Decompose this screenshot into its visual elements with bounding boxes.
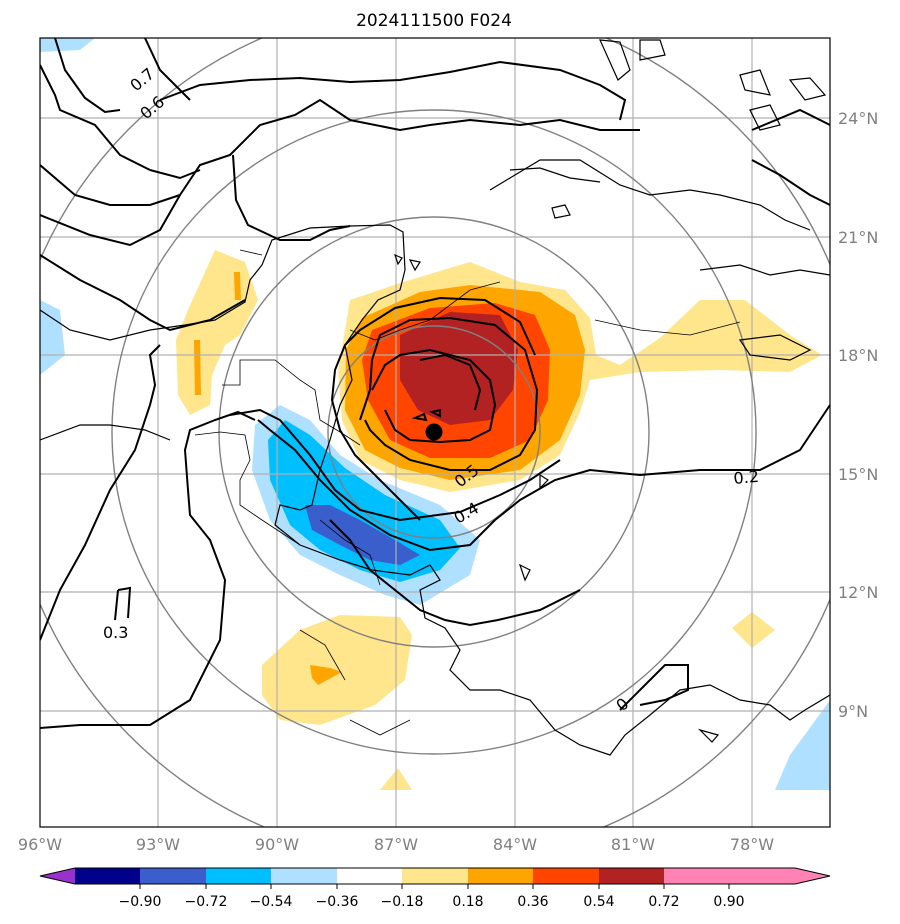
lon-label: 78°W bbox=[730, 835, 774, 854]
colorbar-segment bbox=[140, 868, 206, 884]
colorbar-segment bbox=[206, 868, 271, 884]
lat-label: 12°N bbox=[838, 583, 878, 602]
colorbar-label: −0.72 bbox=[185, 894, 228, 910]
storm-center-marker bbox=[425, 423, 443, 441]
colorbar: −0.90 −0.72 −0.54 −0.36 −0.18 0.18 0.36 … bbox=[39, 867, 831, 910]
borders bbox=[194, 249, 741, 736]
map-title: 2024111500 F024 bbox=[356, 11, 512, 31]
lon-label: 81°W bbox=[611, 835, 655, 854]
lat-label: 21°N bbox=[838, 228, 878, 247]
lat-label: 18°N bbox=[838, 346, 878, 365]
contours bbox=[40, 38, 830, 729]
colorbar-extend-low bbox=[40, 868, 75, 884]
lon-label: 84°W bbox=[493, 835, 537, 854]
colorbar-segment bbox=[337, 868, 402, 884]
colorbar-label: 0.90 bbox=[713, 894, 744, 910]
colorbar-ticks bbox=[139, 884, 730, 889]
colorbar-label: −0.90 bbox=[119, 894, 162, 910]
colorbar-segment bbox=[599, 868, 664, 884]
lon-label: 87°W bbox=[374, 835, 418, 854]
lat-label: 15°N bbox=[838, 465, 878, 484]
range-rings bbox=[40, 38, 830, 827]
colorbar-segment bbox=[664, 868, 729, 884]
colorbar-outline bbox=[39, 867, 831, 885]
colorbar-segment bbox=[402, 868, 468, 884]
contour-label: 0.3 bbox=[103, 623, 128, 642]
colorbar-segment bbox=[468, 868, 533, 884]
colorbar-label: 0.36 bbox=[517, 894, 548, 910]
latitude-labels: 24°N 21°N 18°N 15°N 12°N 9°N bbox=[838, 109, 878, 721]
colorbar-segment bbox=[271, 868, 337, 884]
lat-label: 24°N bbox=[838, 109, 878, 128]
map-panel: 0.7 0.6 0.5 0.4 0.3 0.2 0 bbox=[40, 38, 830, 827]
longitude-labels: 96°W 93°W 90°W 87°W 84°W 81°W 78°W bbox=[18, 835, 774, 854]
colorbar-label: −0.36 bbox=[316, 894, 359, 910]
colorbar-label: 0.18 bbox=[452, 894, 483, 910]
lon-label: 93°W bbox=[136, 835, 180, 854]
colorbar-label: −0.18 bbox=[381, 894, 424, 910]
colorbar-label: −0.54 bbox=[250, 894, 293, 910]
lon-label: 90°W bbox=[255, 835, 299, 854]
map-frame bbox=[39, 37, 831, 828]
colorbar-labels: −0.90 −0.72 −0.54 −0.36 −0.18 0.18 0.36 … bbox=[119, 894, 745, 910]
colorbar-segment bbox=[533, 868, 599, 884]
shaded-field bbox=[40, 38, 830, 790]
lon-label: 96°W bbox=[18, 835, 62, 854]
colorbar-segment bbox=[75, 868, 140, 884]
coastlines bbox=[40, 39, 830, 756]
lat-label: 9°N bbox=[838, 702, 868, 721]
colorbar-extend-high bbox=[729, 868, 830, 884]
colorbar-label: 0.54 bbox=[583, 894, 614, 910]
contour-label: 0.2 bbox=[733, 467, 760, 488]
colorbar-label: 0.72 bbox=[648, 894, 679, 910]
